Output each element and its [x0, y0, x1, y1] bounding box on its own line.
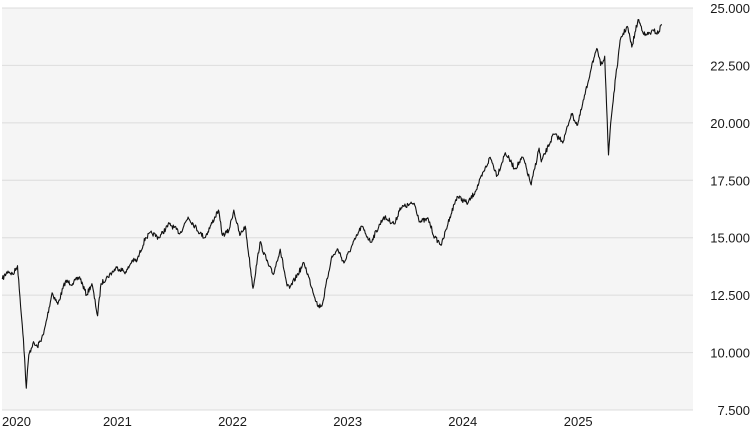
y-tick-label: 22.500: [710, 58, 750, 73]
x-tick-label: 2020: [2, 414, 31, 429]
x-axis-labels: 2020 2021 2022 2023 2024 2025: [2, 414, 593, 429]
y-tick-label: 20.000: [710, 116, 750, 131]
y-axis-labels: 7.500 10.000 12.500 15.000 17.500 20.000 22.50…: [710, 1, 750, 418]
gridlines: [2, 7, 693, 411]
y-tick-label: 12.500: [710, 288, 750, 303]
y-tick-label: 10.000: [710, 346, 750, 361]
x-tick-label: 2025: [564, 414, 593, 429]
y-tick-label: 7.500: [717, 403, 750, 418]
y-tick-label: 17.500: [710, 173, 750, 188]
y-tick-label: 15.000: [710, 231, 750, 246]
x-tick-label: 2024: [448, 414, 477, 429]
x-tick-label: 2023: [333, 414, 362, 429]
y-tick-label: 25.000: [710, 1, 750, 16]
plot-background: [2, 8, 693, 410]
x-tick-label: 2021: [103, 414, 132, 429]
x-tick-label: 2022: [218, 414, 247, 429]
series-line: [1, 18, 663, 389]
